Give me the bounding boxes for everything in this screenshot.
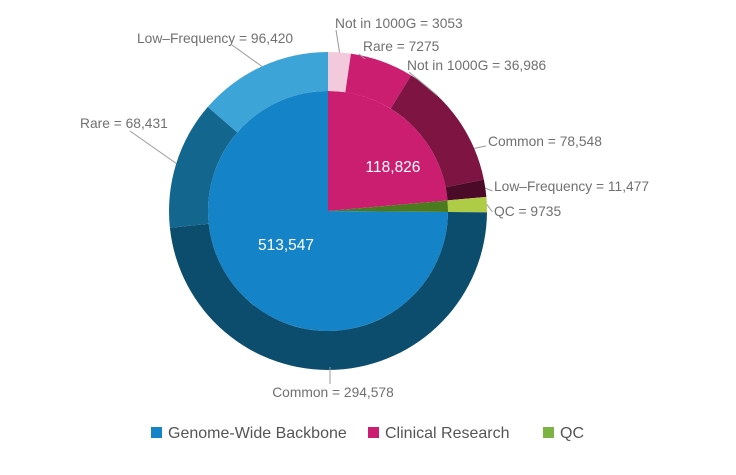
svg-text:513,547: 513,547 <box>258 237 314 254</box>
svg-text:Common = 78,548: Common = 78,548 <box>488 134 602 149</box>
svg-text:Low–Frequency = 96,420: Low–Frequency = 96,420 <box>137 31 293 46</box>
svg-text:QC = 9735: QC = 9735 <box>494 204 561 219</box>
svg-text:Low–Frequency = 11,477: Low–Frequency = 11,477 <box>494 179 649 194</box>
svg-text:Rare = 68,431: Rare = 68,431 <box>80 116 168 131</box>
svg-text:118,826: 118,826 <box>366 159 421 176</box>
svg-text:Not in 1000G = 3053: Not in 1000G = 3053 <box>335 16 463 31</box>
svg-text:Common = 294,578: Common = 294,578 <box>272 385 394 400</box>
svg-text:Not in 1000G = 36,986: Not in 1000G = 36,986 <box>407 58 547 73</box>
svg-text:Rare = 7275: Rare = 7275 <box>363 39 440 54</box>
